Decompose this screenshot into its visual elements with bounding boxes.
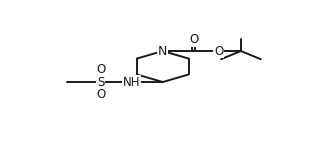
Text: S: S	[97, 76, 104, 88]
Text: O: O	[96, 63, 105, 76]
Text: O: O	[214, 45, 223, 57]
Text: N: N	[158, 45, 167, 57]
Text: O: O	[96, 88, 105, 101]
Text: NH: NH	[123, 76, 140, 88]
Text: O: O	[189, 33, 198, 46]
